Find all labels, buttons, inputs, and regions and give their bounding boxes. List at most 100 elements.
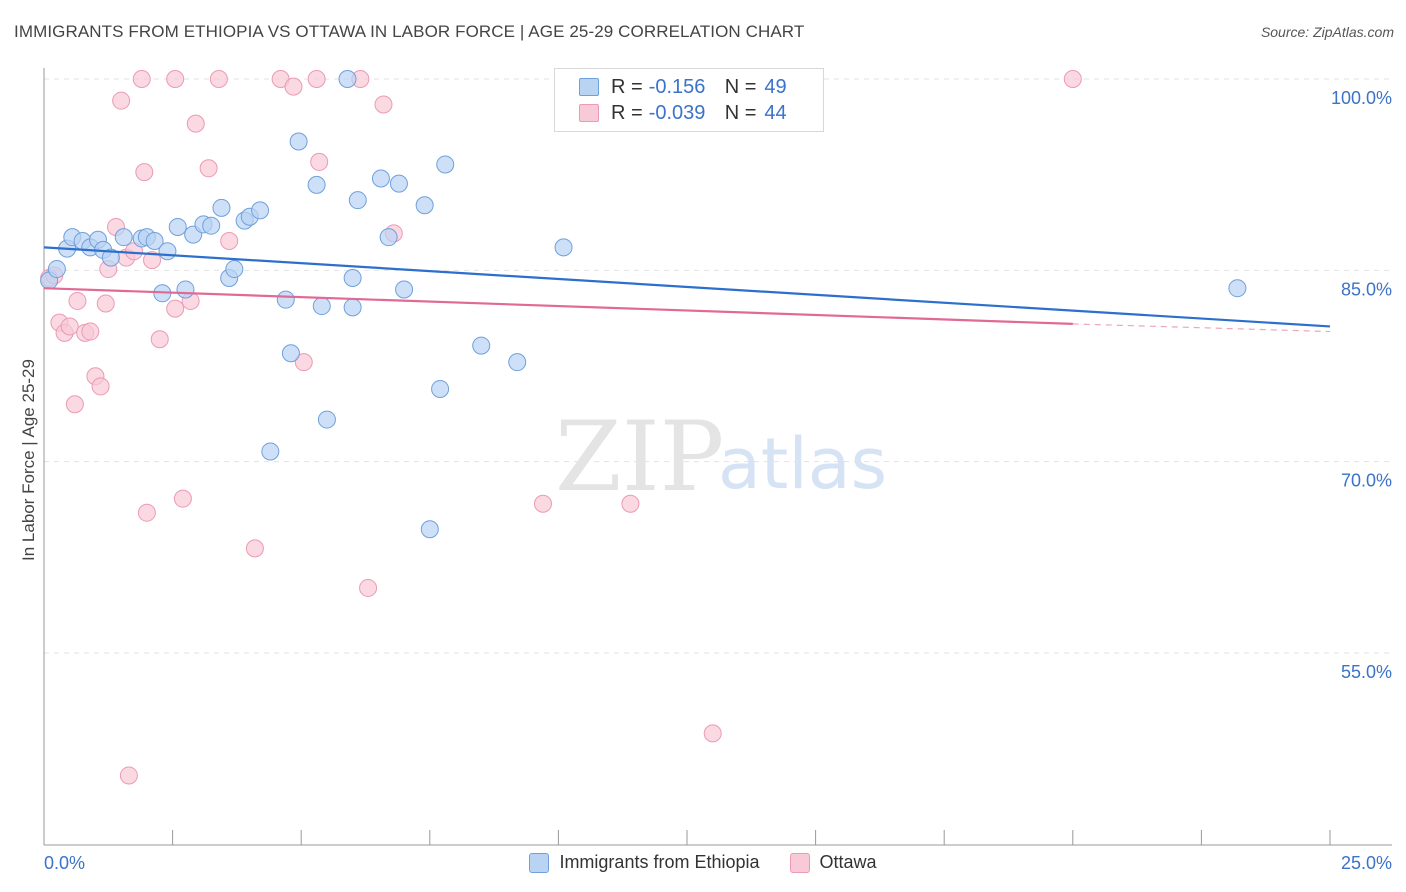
ethiopia-point [202,216,221,235]
y-tick-label: 85.0% [1341,279,1392,299]
ethiopia-point [343,298,362,317]
stats-row-ethiopia: R = -0.156 N = 49 [579,75,787,99]
ethiopia-point [276,290,295,309]
ottawa-point [150,330,169,349]
axes [43,68,1392,846]
source-label: Source: ZipAtlas.com [1260,24,1394,40]
y-tick-label: 70.0% [1341,471,1392,491]
ethiopia-point [554,238,573,257]
ottawa-point [374,95,393,114]
ottawa-point [284,77,303,96]
ottawa-point [294,353,313,372]
ottawa-point [137,503,156,522]
ottawa-point [112,91,131,110]
legend-item-ottawa[interactable]: Ottawa [789,852,877,873]
ottawa-point [96,294,115,313]
trendline-ottawa [43,287,1073,326]
legend-swatch-pink [789,852,810,873]
tick-labels: 55.0% 70.0% 85.0% 100.0% 0.0% 25.0% [44,88,1392,873]
ethiopia-point [176,280,195,299]
gridlines [44,78,1392,654]
stats-legend: R = -0.156 N = 49 R = -0.039 N = 44 [554,68,824,132]
ethiopia-point [168,217,187,236]
ethiopia-point [289,132,308,151]
x-tick-label: 0.0% [44,853,85,873]
r-label: R = [611,75,643,98]
ethiopia-point [338,70,357,88]
watermark-zip: ZIP [555,401,724,513]
ottawa-point [199,159,218,178]
ottawa-point [220,231,239,250]
ethiopia-point [158,242,177,261]
ethiopia-point [114,228,133,247]
ottawa-point [186,114,205,133]
r-value: -0.156 [648,75,706,98]
ottawa-point [119,766,138,785]
series-legend: Immigrants from Ethiopia Ottawa [0,852,1406,873]
n-label: N = [724,75,757,98]
n-label: N = [724,101,757,124]
ethiopia-point [379,228,398,247]
legend-label: Immigrants from Ethiopia [559,852,760,872]
legend-swatch-pink [579,104,599,122]
ottawa-point [173,489,192,508]
trendline-ethiopia [43,246,1331,328]
trendlines [43,246,1331,333]
ethiopia-point [415,196,434,215]
ottawa-point [65,395,84,414]
ethiopia-point [472,336,491,355]
ottawa-point [533,494,552,513]
ethiopia-point [420,520,439,539]
x-tick-label: 25.0% [1341,853,1392,873]
ethiopia-point [225,260,244,279]
ottawa-point [68,291,87,310]
r-label: R = [611,101,643,124]
ethiopia-point [1228,279,1247,298]
ethiopia-point [281,344,300,363]
ottawa-point [166,299,185,318]
ethiopia-point [436,155,455,174]
ethiopia-point [307,175,326,194]
ethiopia-point [431,379,450,398]
ethiopia-point [145,231,164,250]
ottawa-point [91,377,110,396]
ottawa-point [359,578,378,597]
ottawa-point [703,724,722,743]
y-tick-label: 55.0% [1341,662,1392,682]
ottawa-point [245,539,264,558]
ottawa-point [307,70,326,88]
stats-row-ottawa: R = -0.039 N = 44 [579,101,787,125]
ethiopia-point [395,280,414,299]
y-axis-label: In Labor Force | Age 25-29 [19,359,38,561]
ottawa-point [60,317,79,336]
ethiopia-point [47,260,66,279]
ethiopia-point [312,297,331,316]
ottawa-point [143,251,162,270]
ottawa-point [209,70,228,88]
ethiopia-point [389,174,408,193]
legend-swatch-blue [579,78,599,96]
ottawa-point [81,322,100,341]
watermark-atlas: atlas [718,423,887,505]
ottawa-point [310,152,329,171]
ottawa-point [621,494,640,513]
legend-label: Ottawa [819,852,877,872]
legend-swatch-blue [529,852,550,873]
ethiopia-point [371,169,390,188]
ethiopia-point [317,410,336,429]
ethiopia-point [343,268,362,287]
ethiopia-point [348,191,367,210]
n-value: 44 [764,101,787,124]
ethiopia-point [212,198,231,217]
legend-item-ethiopia[interactable]: Immigrants from Ethiopia [529,852,760,873]
ethiopia-point [508,353,527,372]
y-tick-label: 100.0% [1331,88,1392,108]
ethiopia-point [101,248,120,267]
chart-title: IMMIGRANTS FROM ETHIOPIA VS OTTAWA IN LA… [14,22,805,41]
ottawa-point [1063,70,1082,88]
ottawa-point [135,163,154,182]
ottawa-point [132,70,151,88]
ottawa-point [166,70,185,88]
ethiopia-point [251,201,270,220]
